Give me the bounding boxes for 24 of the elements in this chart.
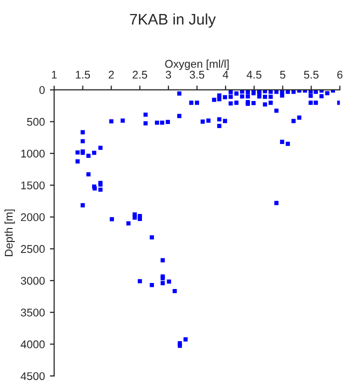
x-tick-label: 1 — [52, 70, 57, 79]
y-tick-label: 1500 — [21, 181, 45, 190]
x-tick-label: 1.5 — [76, 70, 90, 79]
y-tick-label: 4500 — [20, 372, 45, 380]
x-tick-label: 2 — [108, 70, 114, 79]
y-tick-label: 500 — [27, 118, 45, 126]
x-tick-label: 4.5 — [246, 70, 262, 79]
x-tick-label: 5 — [280, 70, 286, 79]
chart-title: 7KAB in July — [130, 13, 216, 28]
y-tick-label: 3500 — [20, 308, 45, 316]
x-axis-title: Oxygen [ml/l] — [165, 60, 229, 70]
y-tick-label: 3000 — [20, 276, 45, 285]
y-axis-title: Depth [m] — [4, 210, 15, 256]
y-tick-label: 1000 — [21, 150, 45, 158]
x-tick-label: 4 — [222, 70, 228, 79]
y-tick-label: 0 — [39, 86, 45, 94]
x-tick-label: 6 — [337, 70, 342, 79]
y-tick-label: 2000 — [20, 213, 45, 222]
x-tick-label: 3 — [166, 70, 172, 79]
x-tick-label: 5.5 — [304, 70, 319, 79]
x-tick-label: 2.5 — [132, 70, 148, 79]
y-tick-label: 4000 — [20, 340, 45, 348]
x-tick-label: 3.5 — [190, 70, 204, 79]
y-tick-label: 2500 — [20, 245, 45, 253]
